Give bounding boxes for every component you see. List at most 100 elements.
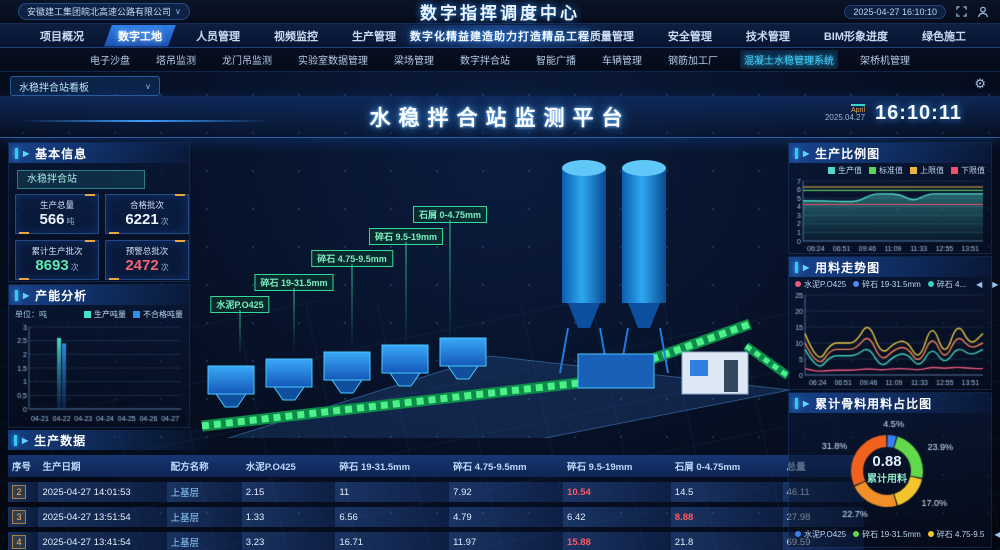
legend-swatch — [927, 531, 934, 537]
table-cell: 14.5 — [670, 482, 783, 502]
table-cell: 3 — [8, 507, 39, 527]
stat-label: 生产总量 — [39, 200, 74, 211]
nav-tab[interactable]: 生产管理 — [352, 30, 396, 43]
nav-tab[interactable]: 人员管理 — [196, 30, 240, 43]
legend-label: 上限值 — [920, 165, 944, 175]
company-selector[interactable]: 安徽建工集团皖北高速公路有限公司 ∨ — [18, 3, 190, 20]
nav-left-group: 项目概况 数字工地 人员管理 视频监控 生产管理 — [26, 25, 410, 47]
stat-cards: 生产总量 566 吨合格批次 6221 次累计生产批次 8693 次预警总批次 2472 次 — [15, 194, 189, 280]
user-icon[interactable] — [976, 5, 990, 19]
subnav-item[interactable]: 架桥机管理 — [860, 56, 910, 67]
subnav-item[interactable]: 数字拌合站 — [460, 56, 510, 67]
legend-item: 碎石 19-31.5mm — [853, 529, 921, 540]
capacity-panel: ▶ 产能分析 单位：吨 生产吨量 不合格吨量 — [8, 284, 190, 428]
3d-scene: 水泥P.O425 碎石 19-31.5mm 碎石 4.75-9.5mm 碎石 9.5-… — [189, 138, 791, 451]
label-leader-line — [351, 264, 353, 350]
nav-tab[interactable]: BIM形象进度 — [823, 30, 888, 43]
panel-title: 基本信息 — [35, 146, 88, 161]
unit-label: 单位：吨 — [15, 309, 47, 319]
app-title: 数字指挥调度中心 — [420, 4, 580, 23]
nav-tab[interactable]: 技术管理 — [745, 30, 790, 43]
nav-tab[interactable]: 数字工地 — [104, 25, 176, 47]
table-row[interactable]: 2 2025-04-27 14:01:53 上基层 2.15 11 7.92 10.54 14… — [8, 482, 864, 502]
ratio-legend: 生产值 标准值 上限值 下限值 — [789, 163, 991, 177]
basic-info-panel: ▶ 基本信息 水稳拌合站 生产总量 566 吨合格批次 6221 次累计生产批次 8693… — [8, 142, 190, 282]
table-cell: 2025-04-27 13:51:54 — [38, 507, 167, 527]
table-cell: 21.8 — [670, 532, 783, 550]
hero-band: 水稳拌合站监测平台 April 2025.04.27 16:10:11 — [0, 96, 1000, 138]
ratio-chart-canvas — [789, 177, 987, 253]
topbar-right: 2025-04-27 16:10:10 — [844, 4, 990, 19]
row-number-badge: 4 — [12, 535, 26, 549]
panel-title: 生产数据 — [34, 433, 87, 448]
nav-right-group: 质量管理 安全管理 技术管理 BIM形象进度 绿色施工 — [576, 25, 980, 47]
stat-value: 6221 次 — [125, 211, 169, 229]
subnav-item[interactable]: 智能广播 — [536, 56, 576, 67]
legend-label: 碎石 19-31.5mm — [862, 279, 921, 289]
nav-tab[interactable]: 视频监控 — [274, 30, 318, 43]
capacity-header: ▶ 产能分析 — [9, 285, 189, 305]
stat-unit: 次 — [70, 263, 79, 273]
topbar-datetime: 2025-04-27 16:10:10 — [844, 4, 946, 19]
legend-item: 生产值 — [828, 165, 862, 176]
table-cell: 2025-04-27 13:41:54 — [38, 532, 167, 550]
subnav-item[interactable]: 车辆管理 — [602, 56, 642, 67]
panel-arrow-icon: ▶ — [23, 148, 31, 158]
table-cell: 2 — [8, 482, 39, 502]
panel-arrow-icon: ▶ — [23, 290, 31, 300]
legend-label: 碎石 4.75-9.5 — [936, 529, 985, 539]
board-selector[interactable]: 水稳拌合站看板 ∨ — [10, 76, 160, 96]
subnav-item[interactable]: 塔吊监测 — [156, 56, 196, 67]
legend-label: 水泥P.O425 — [804, 279, 847, 289]
panel-title: 用料走势图 — [815, 260, 881, 275]
nav-tab[interactable]: 安全管理 — [667, 30, 712, 43]
subnav-item[interactable]: 龙门吊监测 — [222, 56, 272, 67]
table-header-cell: 生产日期 — [38, 455, 167, 477]
page-title: 水稳拌合站监测平台 — [369, 107, 631, 130]
table-header-cell: 碎石 4.75-9.5mm — [449, 455, 564, 477]
table-row[interactable]: 3 2025-04-27 13:51:54 上基层 1.33 6.56 4.79 6.42 8… — [8, 507, 864, 527]
table-row[interactable]: 4 2025-04-27 13:41:54 上基层 3.23 16.71 11.97 15.… — [8, 532, 864, 550]
legend-label: 标准值 — [879, 165, 903, 175]
aggregate-ratio-panel: ▶ 累计骨料用料占比图 0.88 累计用料 水泥P.O425 碎石 19-31.5… — [788, 392, 1000, 548]
subnav-item[interactable]: 实验室数据管理 — [298, 56, 368, 67]
legend-next-button[interactable]: ▶ — [992, 279, 999, 289]
nav-tab[interactable]: 质量管理 — [589, 30, 634, 43]
legend-item: 标准值 — [869, 165, 903, 176]
table-cell: 6.56 — [335, 507, 450, 527]
subnav-item[interactable]: 电子沙盘 — [90, 56, 130, 67]
station-tag[interactable]: 水稳拌合站 — [17, 170, 145, 189]
gear-icon[interactable]: ⚙ — [974, 76, 986, 91]
subnav-item[interactable]: 梁场管理 — [394, 56, 434, 67]
table-cell: 2.15 — [241, 482, 336, 502]
subnav-item[interactable]: 混凝土水稳管理系统 — [740, 50, 838, 69]
stat-label: 预警总批次 — [125, 246, 169, 257]
legend-swatch — [795, 531, 801, 537]
stat-card: 生产总量 566 吨 — [15, 194, 99, 234]
stat-unit: 次 — [160, 217, 169, 227]
table-header-cell: 碎石 19-31.5mm — [335, 455, 450, 477]
nav-tab[interactable]: 绿色施工 — [922, 30, 966, 43]
legend-prev-button[interactable]: ◀ — [994, 529, 1000, 539]
legend-prev-button[interactable]: ◀ — [976, 279, 983, 289]
table-cell: 16.71 — [335, 532, 450, 550]
table-cell: 上基层 — [166, 507, 242, 527]
capacity-legend: 生产吨量 不合格吨量 — [84, 309, 183, 320]
legend-swatch — [910, 166, 917, 174]
datetime-widget: April 2025.04.27 16:10:11 — [825, 102, 962, 125]
table-cell: 8.88 — [670, 507, 783, 527]
row-number-badge: 2 — [12, 485, 26, 499]
panel-arrow-icon: ▶ — [803, 262, 811, 272]
date-label: 2025.04.27 — [824, 113, 866, 123]
stat-card: 累计生产批次 8693 次 — [15, 240, 99, 280]
legend-swatch — [927, 281, 934, 287]
legend-swatch — [951, 166, 958, 174]
label-leader-line — [449, 220, 451, 346]
clock: 16:10:11 — [875, 102, 962, 124]
subnav-item[interactable]: 钢筋加工厂 — [668, 56, 718, 67]
legend-swatch — [853, 281, 860, 287]
fullscreen-icon[interactable] — [954, 5, 968, 19]
legend-swatch — [869, 166, 876, 174]
nav-tab[interactable]: 项目概况 — [40, 30, 84, 43]
